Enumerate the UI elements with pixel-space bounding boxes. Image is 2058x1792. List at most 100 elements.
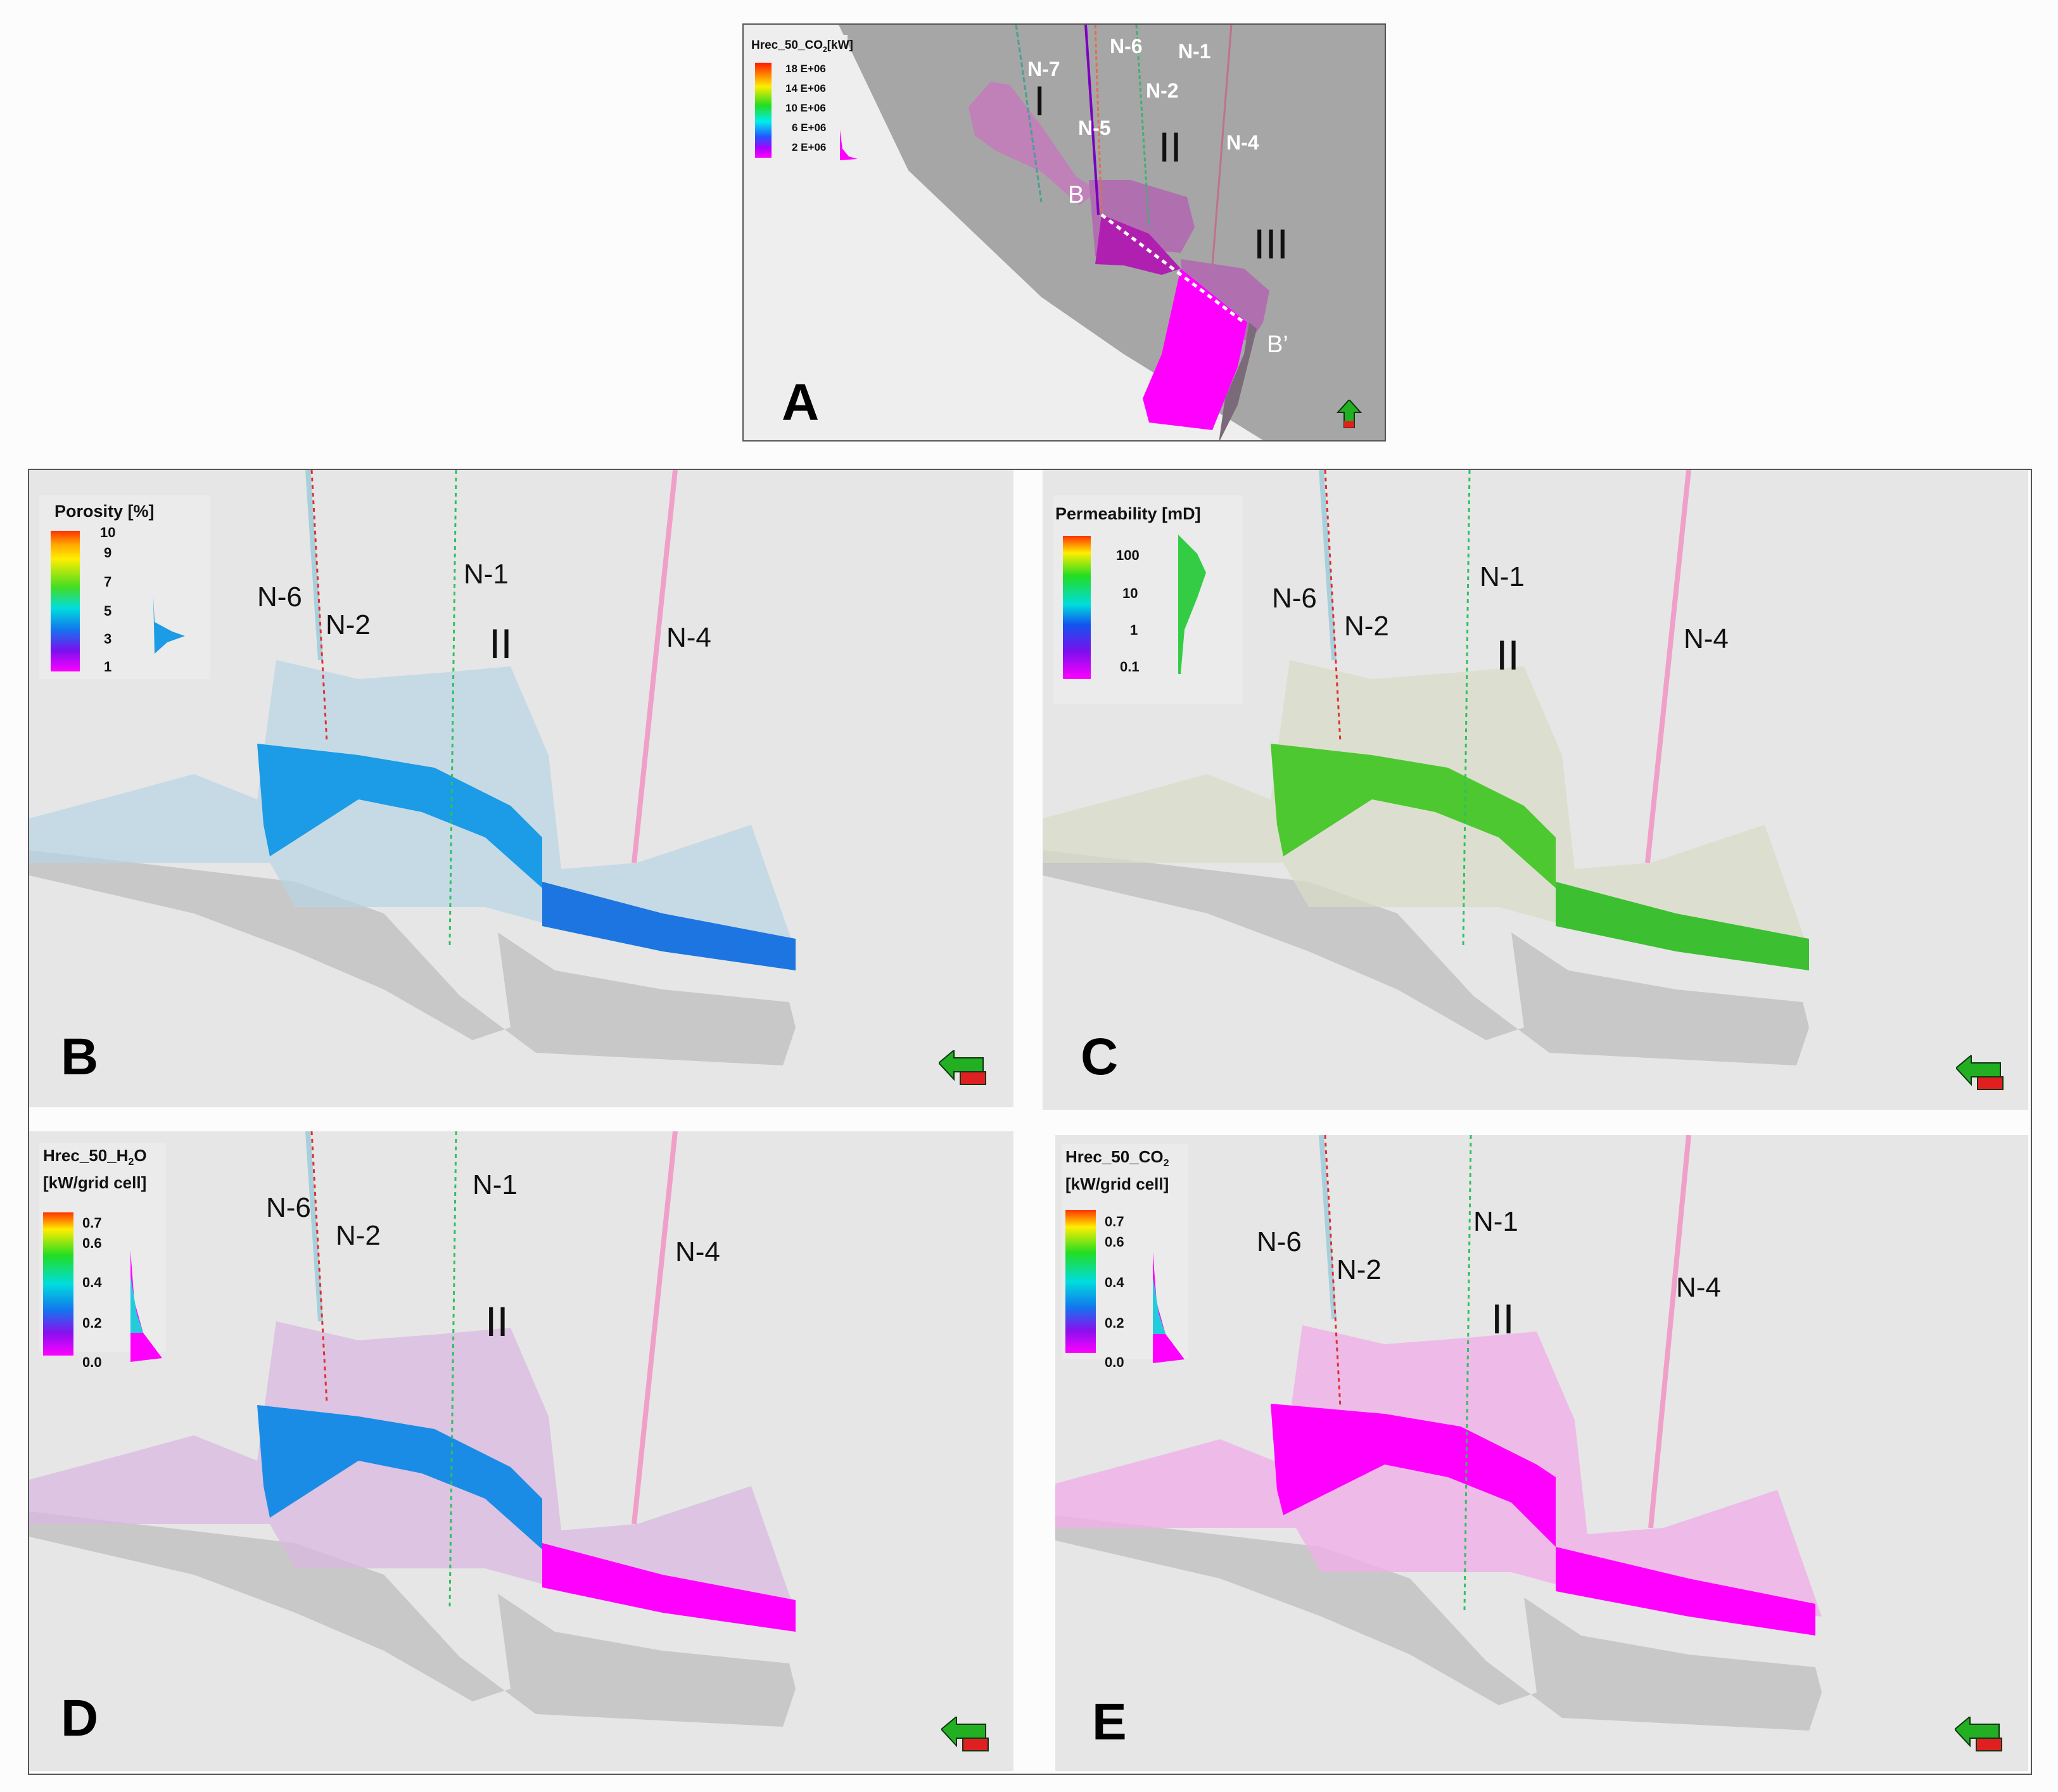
panel-a-zone-i: I xyxy=(1034,77,1046,124)
panel-e-tick-2: 0.4 xyxy=(1105,1274,1124,1290)
panel-d-legend: Hrec_50_H2O [kW/grid cell] 0.7 0.6 0.4 0… xyxy=(39,1143,166,1370)
section-face-right xyxy=(1556,1547,1815,1636)
panel-d-well-n2: N-2 xyxy=(336,1220,381,1251)
base-block xyxy=(29,1511,796,1727)
panel-c-legend: Permeability [mD] 100 10 1 0.1 xyxy=(1053,495,1243,704)
section-shadow xyxy=(1219,322,1257,440)
panel-e-3d-view xyxy=(1055,1135,1822,1731)
panel-d-zone-ii: II xyxy=(485,1298,509,1345)
well-trace-n6 xyxy=(305,1131,323,1322)
panel-c-well-n2: N-2 xyxy=(1344,611,1389,642)
panel-e-well-n1: N-1 xyxy=(1473,1206,1518,1237)
panel-e-well-n4: N-4 xyxy=(1676,1272,1721,1303)
panel-e-histogram xyxy=(1153,1252,1185,1363)
orientation-icon xyxy=(939,1050,986,1085)
panel-c-3d-view xyxy=(1043,470,1809,1065)
panel-d-histogram xyxy=(130,1250,162,1362)
well-trace-n1 xyxy=(1462,470,1471,946)
panel-a-3d-view xyxy=(839,25,1385,440)
panel-a-tick-2: 10 E+06 xyxy=(785,102,826,114)
panel-d-tick-1: 0.6 xyxy=(82,1235,102,1251)
panel-e-zone-ii: II xyxy=(1491,1295,1515,1342)
panel-e-legend-title: Hrec_50_CO2 [kW/grid cell] xyxy=(1065,1147,1169,1194)
well-trace-n6 xyxy=(1319,1135,1337,1319)
section-face-right xyxy=(1556,882,1809,970)
panel-d-tick-3: 0.2 xyxy=(82,1315,102,1331)
section-face-left xyxy=(1271,744,1556,888)
panel-b-well-n1: N-1 xyxy=(464,559,509,590)
panel-b-zone-ii: II xyxy=(489,620,512,667)
panel-a-well-n7: N-7 xyxy=(1027,58,1060,80)
well-trace-n4 xyxy=(1211,25,1233,266)
base-block xyxy=(1043,850,1809,1065)
panel-a-well-n2: N-2 xyxy=(1146,79,1179,102)
panel-a-section-start: B xyxy=(1068,182,1084,208)
panel-c-tick-0: 100 xyxy=(1116,547,1140,563)
panel-c-histogram xyxy=(1178,535,1206,674)
panel-a-section-end: B’ xyxy=(1267,331,1288,358)
panel-c-well-n6: N-6 xyxy=(1272,583,1317,614)
panel-b-tick-4: 3 xyxy=(104,631,112,647)
panel-a-tick-4: 2 E+06 xyxy=(792,141,827,153)
panel-d: Hrec_50_H2O [kW/grid cell] 0.7 0.6 0.4 0… xyxy=(29,1131,1013,1771)
section-face-zone-iii xyxy=(1143,269,1247,430)
panel-b-legend: Porosity [%] 10 9 7 5 3 1 xyxy=(39,495,210,679)
section-face-zone-ii xyxy=(1095,215,1181,275)
panel-c: Permeability [mD] 100 10 1 0.1 N-6 N-2 N… xyxy=(1043,470,2028,1110)
well-trace-n6 xyxy=(1084,25,1100,215)
panel-c-tick-1: 10 xyxy=(1122,585,1138,601)
panel-b-3d-view xyxy=(29,470,796,1065)
panel-c-well-n1: N-1 xyxy=(1480,561,1525,592)
panel-d-tick-2: 0.4 xyxy=(82,1274,102,1290)
section-face-right xyxy=(542,1543,796,1632)
panel-d-color-bar xyxy=(43,1212,73,1356)
panel-c-tick-3: 0.1 xyxy=(1120,659,1140,675)
panel-e-well-n2: N-2 xyxy=(1337,1254,1382,1285)
panel-d-legend-title: Hrec_50_H2O [kW/grid cell] xyxy=(43,1146,147,1193)
panel-b-histogram xyxy=(153,597,185,654)
panel-a-well-n5: N-5 xyxy=(1078,117,1111,139)
panel-a-tick-0: 18 E+06 xyxy=(785,63,826,75)
orientation-icon xyxy=(1955,1717,2002,1751)
panel-b-letter: B xyxy=(61,1028,99,1086)
section-line-b-b-prime xyxy=(1100,213,1245,324)
panel-e-letter: E xyxy=(1092,1693,1127,1751)
well-trace-n7 xyxy=(1015,25,1043,203)
panel-d-well-n1: N-1 xyxy=(473,1169,518,1200)
orientation-icon xyxy=(941,1717,989,1751)
panel-a-legend: Hrec_50_CO2[kW] 18 E+06 14 E+06 10 E+06 … xyxy=(746,35,858,181)
well-trace-n4 xyxy=(1648,1135,1691,1528)
panel-c-legend-title: Permeability [mD] xyxy=(1055,504,1201,523)
panel-d-3d-view xyxy=(29,1131,796,1727)
panel-e-tick-0: 0.7 xyxy=(1105,1214,1124,1230)
well-trace-n4 xyxy=(632,470,678,863)
panel-a: Hrec_50_CO2[kW] 18 E+06 14 E+06 10 E+06 … xyxy=(742,23,1386,442)
well-trace-n6 xyxy=(1319,470,1337,661)
panel-e-tick-1: 0.6 xyxy=(1105,1234,1124,1250)
section-face-left xyxy=(257,744,542,888)
panel-a-tick-3: 6 E+06 xyxy=(792,122,827,134)
panel-b-legend-title: Porosity [%] xyxy=(54,502,155,521)
orientation-icon xyxy=(1337,400,1362,428)
panel-b: Porosity [%] 10 9 7 5 3 1 N-6 N-2 N-1 N-… xyxy=(29,470,1013,1107)
section-face-left xyxy=(1271,1404,1556,1547)
panel-e-well-n6: N-6 xyxy=(1257,1226,1302,1257)
panel-e-tick-3: 0.2 xyxy=(1105,1315,1124,1331)
panel-d-tick-0: 0.7 xyxy=(82,1215,102,1231)
section-face-left xyxy=(257,1405,542,1549)
well-trace-n4 xyxy=(1645,470,1691,863)
panel-b-tick-2: 7 xyxy=(104,574,112,590)
base-block xyxy=(29,850,796,1065)
panel-c-zone-ii: II xyxy=(1496,632,1520,678)
panel-a-zone-iii: III xyxy=(1254,220,1289,267)
panel-c-well-n4: N-4 xyxy=(1684,623,1729,654)
orientation-icon xyxy=(1956,1055,2004,1090)
panel-a-tick-1: 14 E+06 xyxy=(785,82,826,94)
panel-a-zone-ii: II xyxy=(1159,124,1182,170)
panel-d-tick-4: 0.0 xyxy=(82,1354,102,1370)
panel-a-legend-title: Hrec_50_CO2[kW] xyxy=(751,39,853,54)
panel-c-letter: C xyxy=(1081,1028,1119,1086)
panel-a-well-n6: N-6 xyxy=(1110,35,1143,58)
well-trace-n1 xyxy=(448,470,457,946)
panel-b-tick-0: 10 xyxy=(100,524,116,540)
